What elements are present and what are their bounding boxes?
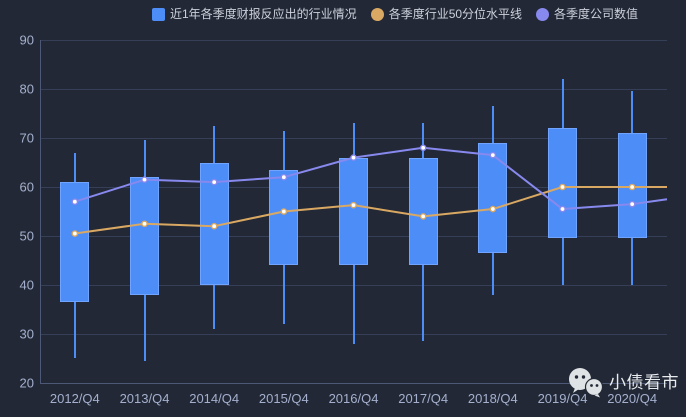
x-axis-label: 2016/Q4 bbox=[328, 391, 379, 406]
candle-box bbox=[548, 128, 577, 239]
candle-box bbox=[60, 182, 90, 303]
legend: 近1年各季度财报反应出的行业情况 各季度行业50分位水平线 各季度公司数值 bbox=[152, 7, 638, 21]
wechat-logo-icon bbox=[569, 368, 604, 398]
line-series-icon bbox=[370, 7, 384, 21]
y-axis-line bbox=[40, 40, 41, 383]
gridline-90 bbox=[40, 40, 667, 41]
y-axis-label: 40 bbox=[19, 277, 34, 293]
candle-box bbox=[130, 177, 159, 295]
x-axis-line bbox=[40, 383, 667, 384]
legend-item-2[interactable]: 各季度行业50分位水平线 bbox=[370, 7, 523, 21]
y-axis-label: 80 bbox=[19, 81, 34, 97]
candle-box bbox=[339, 157, 368, 266]
y-axis-label: 50 bbox=[19, 228, 34, 244]
x-axis-label: 2018/Q4 bbox=[467, 391, 518, 406]
legend-label: 各季度公司数值 bbox=[554, 7, 639, 21]
line-series-icon bbox=[536, 7, 550, 21]
gridline-80 bbox=[40, 89, 667, 90]
series-line bbox=[74, 146, 668, 211]
y-axis-label: 60 bbox=[19, 179, 34, 195]
series-line bbox=[74, 186, 667, 235]
y-axis-label: 70 bbox=[19, 130, 34, 146]
candlestick-series-icon bbox=[152, 7, 165, 21]
x-axis-label: 2012/Q4 bbox=[49, 391, 100, 406]
candle-box bbox=[269, 169, 299, 266]
candle-box bbox=[199, 162, 229, 285]
legend-item-3[interactable]: 各季度公司数值 bbox=[536, 7, 638, 21]
y-axis-label: 90 bbox=[19, 32, 34, 48]
legend-label: 各季度行业50分位水平线 bbox=[388, 7, 523, 21]
x-axis-label: 2019/Q4 bbox=[537, 391, 588, 406]
y-axis-label: 20 bbox=[19, 375, 34, 391]
y-axis-label: 30 bbox=[19, 326, 34, 342]
legend-item-1[interactable]: 近1年各季度财报反应出的行业情况 bbox=[152, 7, 357, 21]
legend-label: 近1年各季度财报反应出的行业情况 bbox=[170, 7, 357, 21]
x-axis-label: 2020/Q4 bbox=[607, 391, 658, 406]
x-axis-label: 2014/Q4 bbox=[189, 391, 240, 406]
watermark: 小债看市 bbox=[567, 367, 679, 398]
x-axis-label: 2015/Q4 bbox=[258, 391, 309, 406]
candle-box bbox=[478, 142, 508, 254]
x-axis-label: 2013/Q4 bbox=[119, 391, 170, 406]
candle-box bbox=[408, 157, 438, 266]
watermark-text: 小债看市 bbox=[609, 373, 679, 392]
x-axis-label: 2017/Q4 bbox=[398, 391, 449, 406]
candle-box bbox=[617, 133, 647, 239]
